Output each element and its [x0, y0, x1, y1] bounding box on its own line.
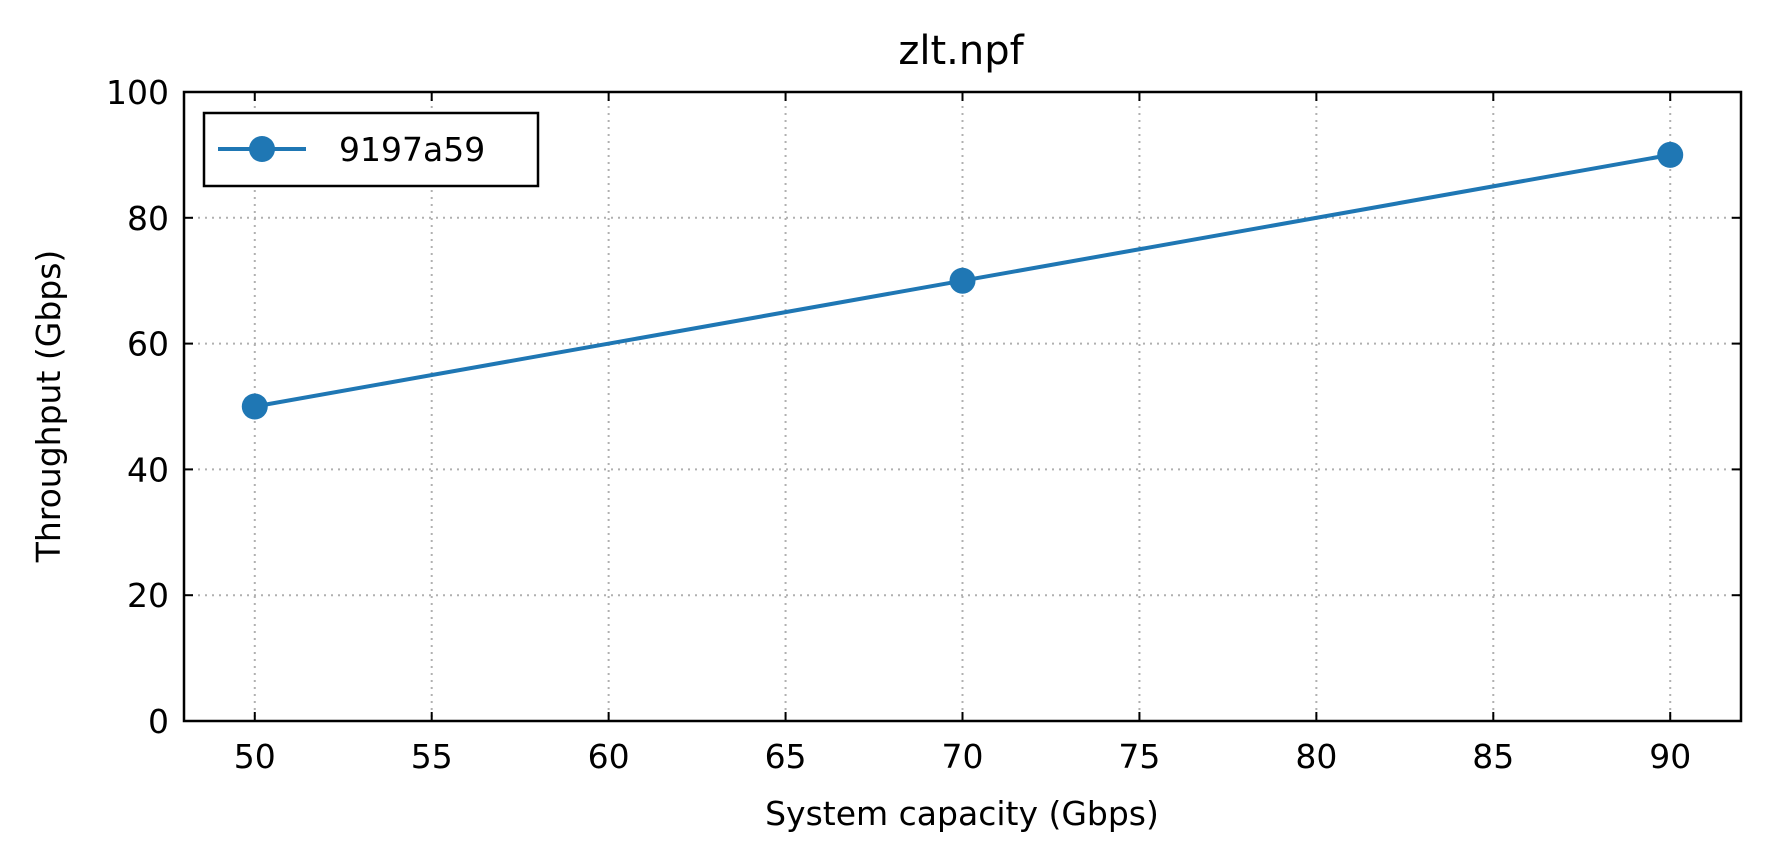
- y-tick-label: 100: [106, 73, 169, 112]
- plot-frame: [182, 90, 1743, 723]
- y-tick-label: 0: [148, 702, 169, 741]
- series-layer: [241, 141, 1684, 420]
- x-tick-label: 65: [765, 737, 807, 776]
- legend-marker-swatch: [249, 136, 275, 162]
- x-tick-label: 50: [234, 737, 276, 776]
- legend: 9197a59: [202, 111, 540, 188]
- data-point: [1657, 141, 1684, 168]
- chart-title: zlt.npf: [898, 28, 1024, 74]
- y-tick-label: 20: [127, 576, 169, 615]
- legend-entry-label: 9197a59: [339, 130, 485, 169]
- y-tick-label: 40: [127, 450, 169, 489]
- y-tick-label: 60: [127, 325, 169, 364]
- data-point: [241, 393, 268, 420]
- grid: [184, 92, 1741, 721]
- x-tick-label: 85: [1472, 737, 1514, 776]
- x-tick-label: 90: [1649, 737, 1691, 776]
- x-axis-label: System capacity (Gbps): [765, 794, 1159, 833]
- y-tick-label: 80: [127, 199, 169, 238]
- x-tick-label: 75: [1118, 737, 1160, 776]
- data-point: [949, 267, 976, 294]
- tick-labels: 50 55 60 65 70 75 80 85 90 0 20 40 60 80 100: [106, 73, 1691, 776]
- x-tick-label: 70: [942, 737, 984, 776]
- y-axis-label: Throughput (Gbps): [29, 250, 68, 564]
- x-tick-label: 55: [411, 737, 453, 776]
- x-tick-label: 80: [1295, 737, 1337, 776]
- x-tick-label: 60: [588, 737, 630, 776]
